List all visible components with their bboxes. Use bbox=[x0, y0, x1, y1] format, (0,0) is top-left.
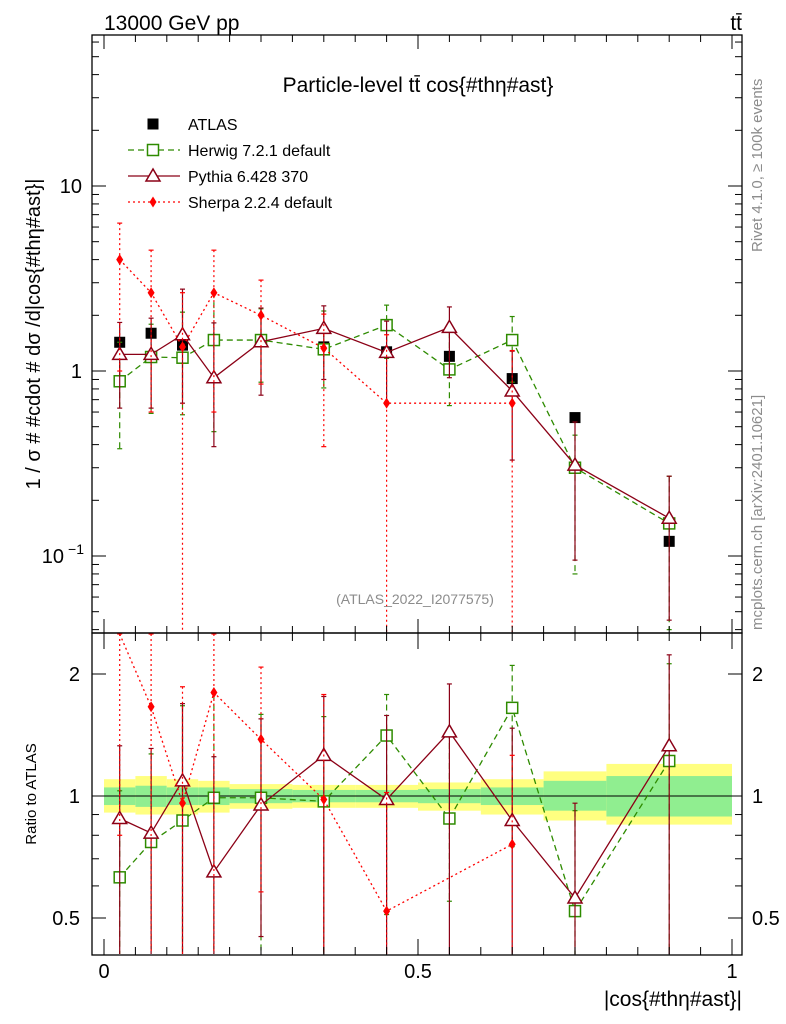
ratio-y-tick-label-left: 0.5 bbox=[52, 908, 80, 930]
ratio-sherpa-point bbox=[320, 794, 328, 806]
main-pythia-point bbox=[566, 456, 584, 471]
rivet-label: Rivet 4.1.0, ≥ 100k events bbox=[749, 79, 766, 252]
legend-pythia-label: Pythia 6.428 370 bbox=[188, 169, 308, 186]
main-sherpa-point bbox=[210, 287, 218, 299]
legend-sherpa-marker bbox=[149, 196, 157, 208]
ratio-y-tick-label-left: 2 bbox=[69, 664, 80, 686]
ratio-herwig-point bbox=[505, 701, 519, 715]
legend-entry-atlas: ATLAS bbox=[147, 117, 238, 134]
main-sherpa-line bbox=[119, 259, 513, 404]
ratio-sherpa-point bbox=[383, 905, 391, 917]
legend-pythia-marker bbox=[144, 167, 162, 182]
legend: ATLAS Herwig 7.2.1 default Pythia 6.428 37… bbox=[128, 117, 333, 212]
main-sherpa-point bbox=[320, 342, 328, 354]
ratio-sherpa-line bbox=[119, 633, 513, 912]
main-y-tick-label: 1 bbox=[71, 361, 82, 383]
main-sherpa-point bbox=[116, 254, 124, 266]
ratio-pythia-point bbox=[111, 810, 129, 825]
main-sherpa-point bbox=[257, 309, 265, 321]
main-y-tick-label-exponent: −1 bbox=[68, 541, 84, 557]
ratio-sherpa-point bbox=[210, 687, 218, 699]
ratio-pythia-point bbox=[174, 772, 191, 787]
ratio-pythia-point bbox=[142, 824, 160, 839]
x-tick-label: 0.5 bbox=[404, 961, 432, 983]
x-axis-label: |cos{#thη#ast}| bbox=[604, 988, 742, 1011]
main-sherpa-point bbox=[383, 397, 391, 409]
main-y-tick-label: 10 bbox=[60, 176, 82, 198]
ratio-pythia-point bbox=[566, 889, 584, 904]
ratio-y-tick-label-right: 0.5 bbox=[752, 908, 780, 930]
main-pythia-line bbox=[119, 326, 670, 519]
ratio-frame bbox=[91, 632, 743, 956]
energy-label: 13000 GeV pp bbox=[104, 12, 239, 35]
ratio-y-tick-label-right: 1 bbox=[752, 786, 763, 808]
main-y-tick-label: 10 bbox=[42, 546, 64, 568]
x-tick-label: 0 bbox=[98, 961, 109, 983]
legend-herwig-label: Herwig 7.2.1 default bbox=[188, 143, 331, 160]
ratio-sherpa-point bbox=[508, 838, 516, 850]
main-sherpa-point bbox=[179, 341, 186, 353]
main-pythia-point bbox=[441, 318, 458, 334]
source-label: mcplots.cern.ch [arXiv:2401.10621] bbox=[749, 395, 766, 630]
x-tick-label: 1 bbox=[726, 961, 737, 983]
ratio-pythia-point bbox=[660, 737, 678, 752]
legend-sherpa-label: Sherpa 2.2.4 default bbox=[188, 195, 333, 212]
legend-atlas-label: ATLAS bbox=[188, 117, 238, 134]
main-herwig-point bbox=[505, 333, 519, 347]
main-pythia-point bbox=[660, 509, 678, 524]
ratio-y-axis-label: Ratio to ATLAS bbox=[23, 743, 40, 844]
legend-atlas-marker bbox=[147, 118, 159, 130]
ratio-panel: 0.5 0.5 1 1 2 2 0 0.5 1 Ratio to ATLAS |cos{#thη… bbox=[23, 632, 780, 1011]
main-herwig-line bbox=[119, 324, 670, 524]
analysis-watermark: (ATLAS_2022_I2077575) bbox=[336, 591, 494, 607]
main-y-axis-label: 1 / σ # #cdot # dσ /d|cos{#thη#ast}| bbox=[23, 179, 45, 490]
main-title: Particle-level tt̄ cos{#thη#ast} bbox=[283, 74, 554, 97]
ratio-y-tick-label-left: 1 bbox=[69, 786, 80, 808]
legend-entry-pythia: Pythia 6.428 370 bbox=[128, 167, 308, 186]
main-series-sherpa bbox=[116, 222, 516, 632]
main-sherpa-point bbox=[147, 287, 155, 299]
legend-herwig-marker bbox=[146, 143, 160, 157]
main-sherpa-point bbox=[508, 397, 516, 409]
ratio-sherpa-point bbox=[147, 701, 155, 713]
main-pythia-point bbox=[315, 319, 333, 335]
legend-entry-herwig: Herwig 7.2.1 default bbox=[128, 143, 331, 160]
ratio-y-tick-label-right: 2 bbox=[752, 664, 763, 686]
legend-entry-sherpa: Sherpa 2.2.4 default bbox=[128, 195, 333, 212]
main-series-herwig bbox=[113, 291, 676, 631]
ratio-pythia-point bbox=[503, 812, 521, 827]
ratio-pythia-point bbox=[441, 723, 458, 738]
ratio-series-sherpa bbox=[117, 633, 516, 954]
main-pythia-point bbox=[142, 345, 160, 361]
ratio-sherpa-point bbox=[179, 797, 186, 809]
main-series-pythia bbox=[111, 288, 678, 621]
main-series-atlas bbox=[114, 327, 675, 547]
ratio-sherpa-point bbox=[257, 733, 265, 745]
main-atlas-point bbox=[569, 412, 581, 424]
process-label: tt̄ bbox=[730, 12, 742, 35]
